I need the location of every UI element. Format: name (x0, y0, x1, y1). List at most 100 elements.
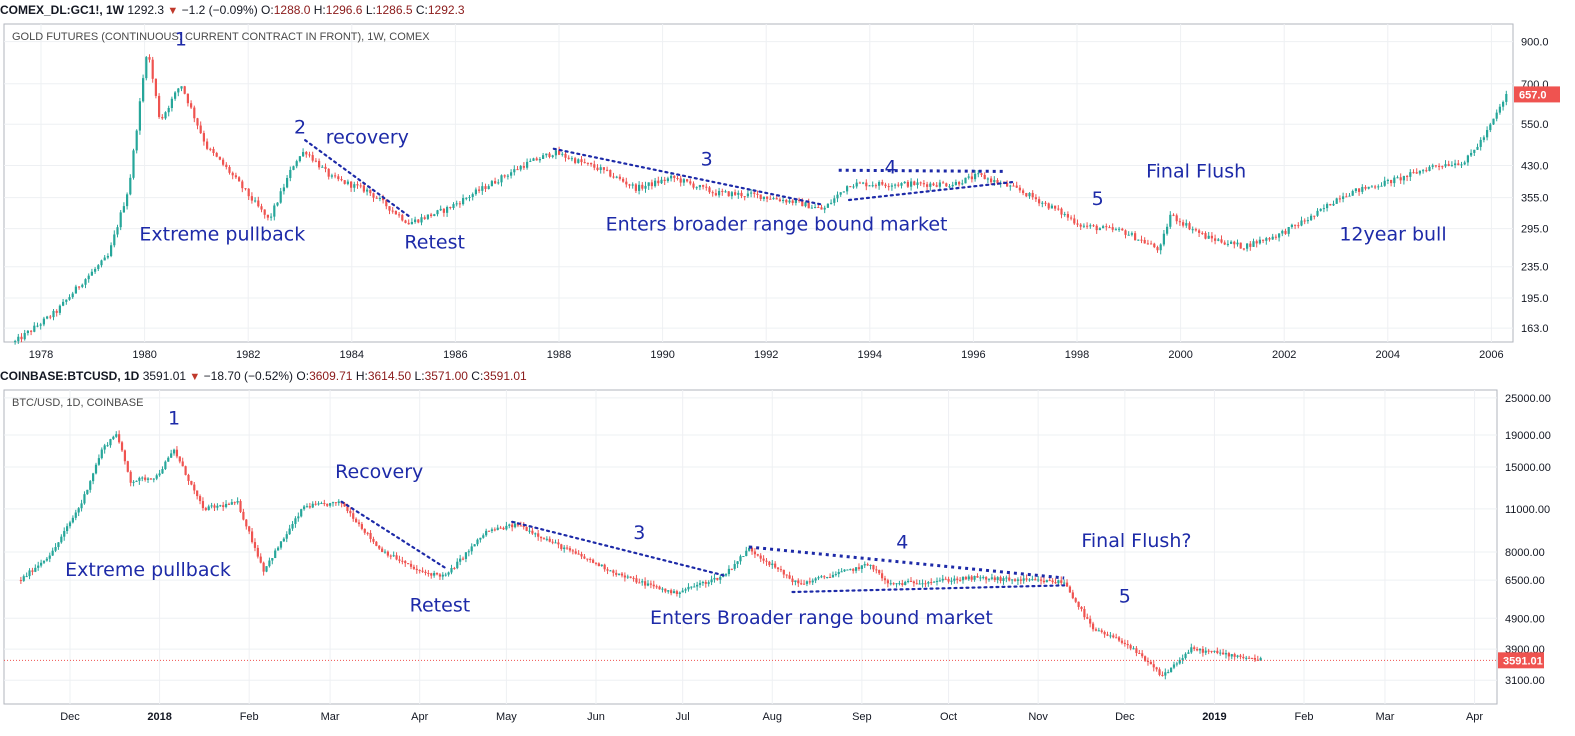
candle-body (718, 190, 721, 196)
candle-body (1077, 601, 1080, 607)
candle-body (926, 184, 929, 187)
candle-body (1153, 243, 1156, 248)
x-tick-label: Feb (1295, 711, 1314, 723)
candle-body (589, 559, 592, 561)
candle-body (779, 569, 783, 571)
candle-body (236, 501, 239, 503)
candle-body (71, 517, 74, 523)
legend-gold: COMEX_DL:GC1!, 1W 1292.3 ▼ −1.2 (−0.09%)… (0, 0, 1575, 20)
annotation-label: 1 (168, 408, 180, 430)
candle-body (149, 478, 153, 480)
candle-body (433, 572, 436, 576)
candle-body (83, 494, 86, 504)
candle-body (100, 260, 103, 266)
y-tick-label: 4900.00 (1505, 613, 1545, 625)
candle-body (20, 336, 23, 340)
candle-body (424, 571, 427, 574)
candle-body (1047, 203, 1050, 209)
candle-body (759, 194, 762, 199)
annotation-label: 4 (896, 532, 908, 554)
candle-body (1054, 205, 1057, 209)
candle-body (1194, 229, 1197, 231)
last-price-tag-bg (1498, 652, 1544, 669)
candle-body (820, 207, 823, 210)
candle-body (577, 553, 580, 555)
candle-body (1091, 623, 1095, 630)
candle-body (869, 564, 872, 566)
x-tick-label: 1996 (961, 349, 985, 361)
candle-body (915, 583, 918, 585)
candle-body (739, 556, 742, 562)
candle-body (323, 503, 326, 505)
candle-body (719, 576, 722, 580)
candle-body (918, 583, 921, 585)
candle-body (708, 187, 711, 193)
candle-body (713, 577, 716, 580)
candle-body (1248, 657, 1251, 659)
candle-body (415, 568, 418, 571)
gold-chart[interactable]: 1978 1980 1982 1984 1986 1988 1990 1992 1994 1996… (0, 20, 1575, 366)
candle-body (175, 449, 179, 457)
candle-body (622, 178, 625, 182)
candle-body (753, 192, 756, 194)
candle-body (750, 547, 754, 552)
candle-body (180, 86, 183, 89)
candle-body (151, 59, 154, 79)
candle-body (714, 193, 717, 196)
candle-body (254, 200, 257, 202)
candle-body (678, 592, 681, 595)
trendline (552, 147, 825, 206)
open-value: 1288.0 (273, 3, 311, 17)
candle-body (919, 182, 922, 184)
candle-body (748, 547, 751, 551)
candle-body (690, 586, 693, 588)
candle-body (618, 573, 621, 575)
candle-body (1071, 592, 1074, 599)
btc-chart[interactable]: Dec 2018 Feb Mar Apr May Jun Jul Aug Sep Oct Nov Dec… (0, 386, 1575, 736)
candle-body (730, 192, 733, 197)
x-tick-label: 1992 (754, 349, 778, 361)
candle-body (1022, 578, 1025, 581)
x-tick-label: Oct (940, 711, 957, 723)
candle-body (1204, 650, 1207, 653)
candle-body (17, 336, 20, 342)
candles (14, 54, 1508, 345)
candle-body (404, 561, 407, 564)
candle-body (1274, 236, 1277, 238)
candle-body (1242, 248, 1245, 250)
candle-body (485, 530, 488, 536)
candle-body (1252, 241, 1255, 247)
candle-body (1184, 653, 1187, 659)
candle-body (266, 214, 269, 218)
candle-body (490, 181, 493, 187)
candles (19, 430, 1262, 680)
candle-body (1039, 579, 1043, 581)
high-value: 3614.50 (367, 369, 412, 383)
down-arrow-icon: ▼ (189, 371, 201, 383)
candle-body (1005, 577, 1008, 579)
candle-body (250, 196, 253, 201)
candle-body (567, 157, 570, 159)
candle-body (967, 576, 970, 580)
candle-body (746, 193, 749, 197)
candle-body (433, 214, 436, 217)
candle-body (1380, 185, 1383, 187)
candle-body (314, 160, 317, 162)
candle-body (600, 564, 603, 567)
candle-body (1457, 163, 1460, 166)
annotation-label: 12year bull (1339, 223, 1446, 245)
candle-body (71, 293, 74, 298)
candle-body (1470, 152, 1473, 156)
candle-body (1326, 204, 1329, 209)
candle-body (167, 107, 170, 113)
candle-body (612, 570, 615, 573)
x-tick-label: Apr (411, 711, 428, 723)
candle-body (987, 578, 991, 580)
candle-body (743, 196, 746, 198)
candle-body (1060, 208, 1063, 215)
candle-body (253, 542, 257, 548)
candle-body (528, 530, 531, 532)
candle-body (407, 222, 410, 225)
candle-body (324, 166, 327, 169)
close-value: 3591.01 (483, 369, 527, 383)
